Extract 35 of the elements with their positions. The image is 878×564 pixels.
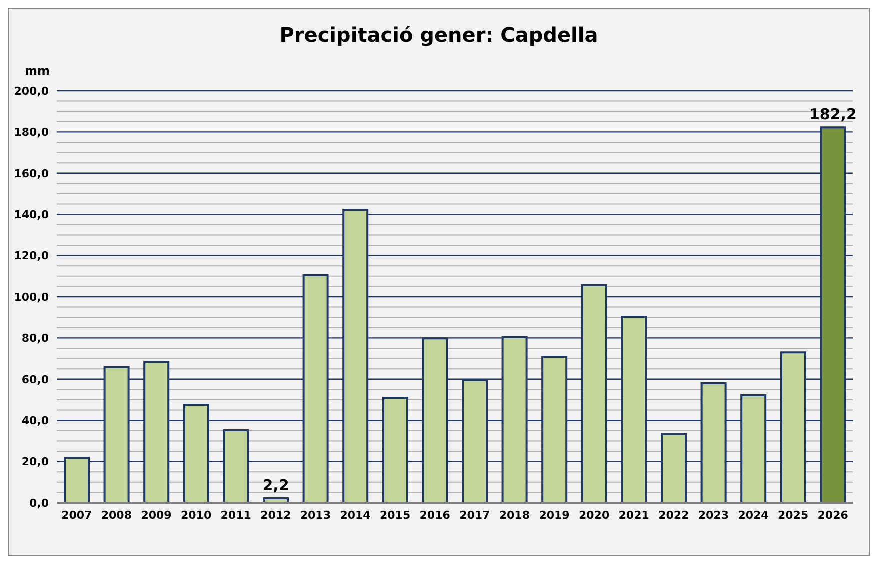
data-label: 2,2 — [262, 476, 290, 494]
y-tick-label: 0,0 — [30, 496, 50, 510]
x-tick-label: 2017 — [460, 508, 490, 522]
chart-title: Precipitació gener: Capdella — [278, 23, 600, 47]
x-tick-label: 2011 — [220, 508, 252, 522]
y-tick-label: 60,0 — [22, 373, 50, 386]
y-tick-label: 20,0 — [22, 456, 50, 469]
x-tick-label: 2019 — [539, 508, 570, 522]
y-tick-label: 160,0 — [14, 167, 50, 180]
x-tick-label: 2026 — [818, 508, 849, 522]
x-tick-label: 2008 — [101, 508, 132, 522]
y-tick-label: 200,0 — [14, 84, 50, 98]
x-tick-label: 2023 — [698, 508, 730, 522]
y-tick-label: 120,0 — [14, 250, 50, 263]
y-tick-label: 80,0 — [22, 332, 50, 346]
y-tick-label: 100,0 — [14, 290, 50, 304]
x-tick-label: 2009 — [141, 508, 172, 522]
x-tick-label: 2007 — [62, 508, 92, 522]
x-tick-label: 2018 — [499, 508, 530, 522]
x-tick-label: 2016 — [420, 508, 451, 522]
x-tick-label: 2021 — [618, 508, 650, 522]
x-tick-label: 2015 — [380, 508, 411, 522]
x-tick-label: 2020 — [578, 508, 610, 522]
x-tick-label: 2024 — [738, 508, 770, 522]
x-tick-label: 2022 — [658, 508, 690, 522]
data-label: 182,2 — [809, 106, 857, 124]
y-tick-label: 180,0 — [14, 126, 50, 140]
x-tick-label: 2010 — [180, 508, 212, 522]
x-tick-label: 2014 — [340, 508, 372, 522]
y-axis-title: mm — [25, 64, 50, 78]
y-tick-label: 140,0 — [14, 208, 50, 222]
x-tick-label: 2012 — [260, 508, 292, 522]
y-tick-label: 40,0 — [22, 414, 50, 428]
x-tick-label: 2013 — [300, 508, 332, 522]
x-tick-label: 2025 — [778, 508, 809, 522]
